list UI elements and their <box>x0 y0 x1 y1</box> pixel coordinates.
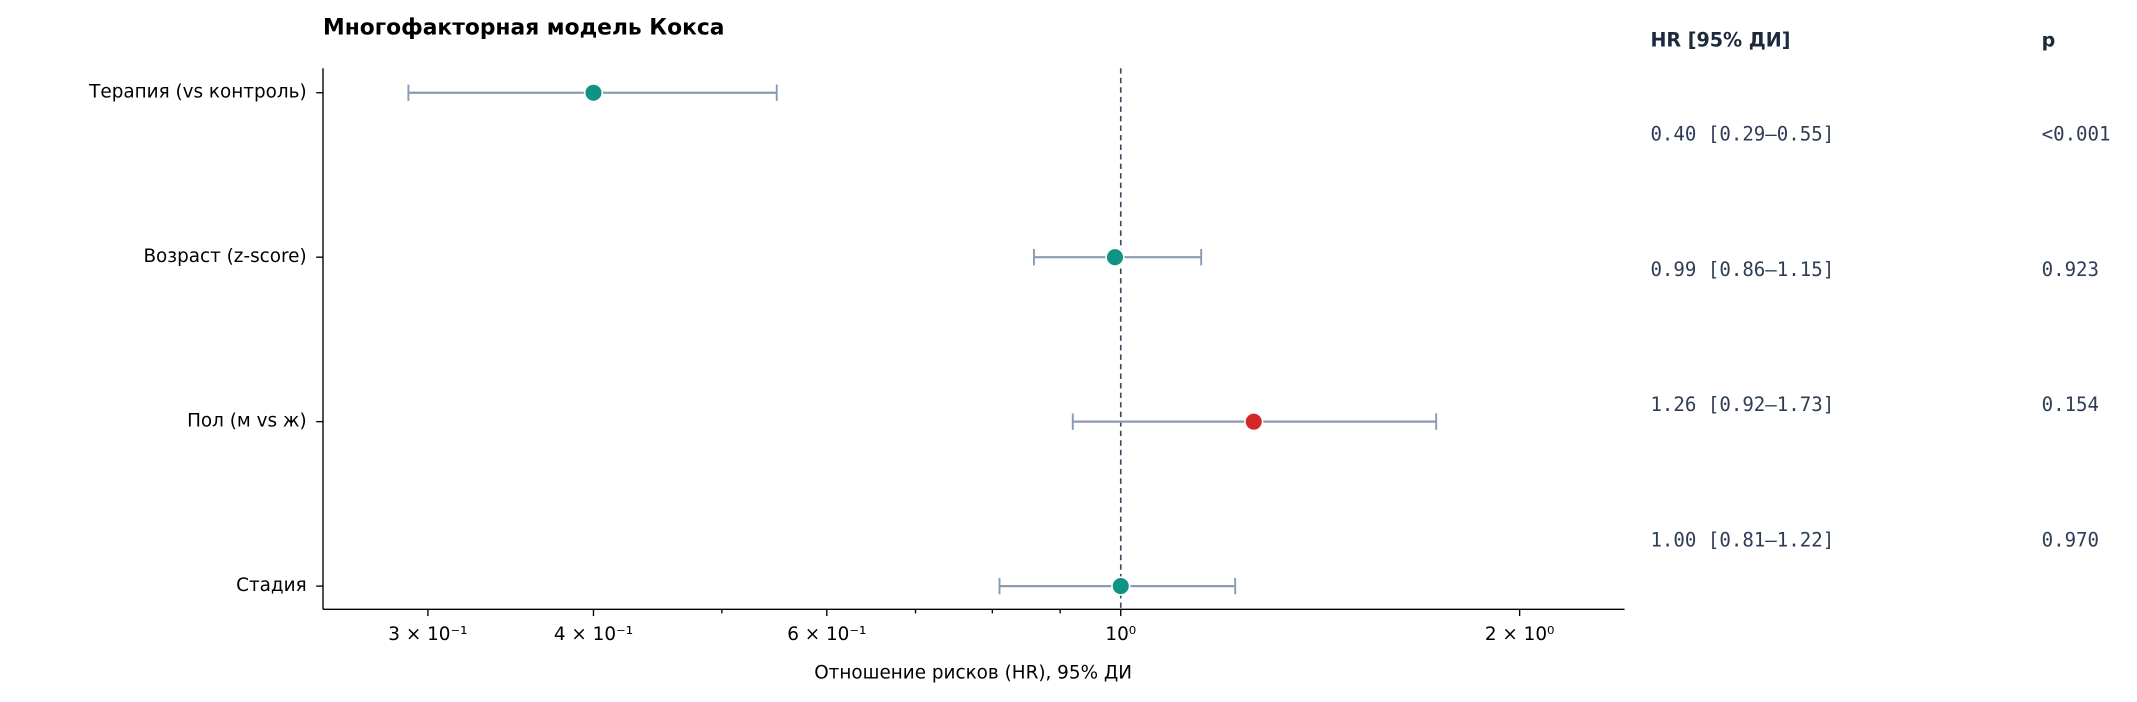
x-axis-label: Отношение рисков (HR), 95% ДИ <box>814 662 1132 683</box>
table-p: 0.923 <box>2042 259 2099 281</box>
chart-title: Многофакторная модель Кокса <box>323 16 725 41</box>
x-tick-label: 6 × 10⁻¹ <box>787 624 866 645</box>
table-p: 0.154 <box>2042 394 2099 416</box>
x-tick-label: 4 × 10⁻¹ <box>554 624 633 645</box>
hr-point <box>1105 247 1125 267</box>
hr-point <box>583 83 604 103</box>
x-tick-label: 2 × 10⁰ <box>1485 624 1555 645</box>
hr-point <box>1244 411 1264 432</box>
x-tick-label: 3 × 10⁻¹ <box>388 624 467 645</box>
x-tick-label: 10⁰ <box>1105 624 1136 645</box>
y-tick-label: Пол (м vs ж) <box>187 411 307 432</box>
table-header: p <box>2042 29 2056 51</box>
table-hr: 0.40 [0.29–0.55] <box>1650 123 1834 145</box>
y-tick-label: Возраст (z-score) <box>143 246 306 267</box>
table-p: 0.970 <box>2042 530 2099 552</box>
y-tick-label: Стадия <box>236 575 307 596</box>
table-hr: 1.26 [0.92–1.73] <box>1650 394 1834 416</box>
y-tick-label: Терапия (vs контроль) <box>88 82 306 103</box>
table-header: HR [95% ДИ] <box>1650 29 1790 51</box>
table-p: <0.001 <box>2042 123 2111 145</box>
table-hr: 1.00 [0.81–1.22] <box>1650 530 1834 552</box>
table-hr: 0.99 [0.86–1.15] <box>1650 259 1834 281</box>
hr-point <box>1111 576 1131 596</box>
